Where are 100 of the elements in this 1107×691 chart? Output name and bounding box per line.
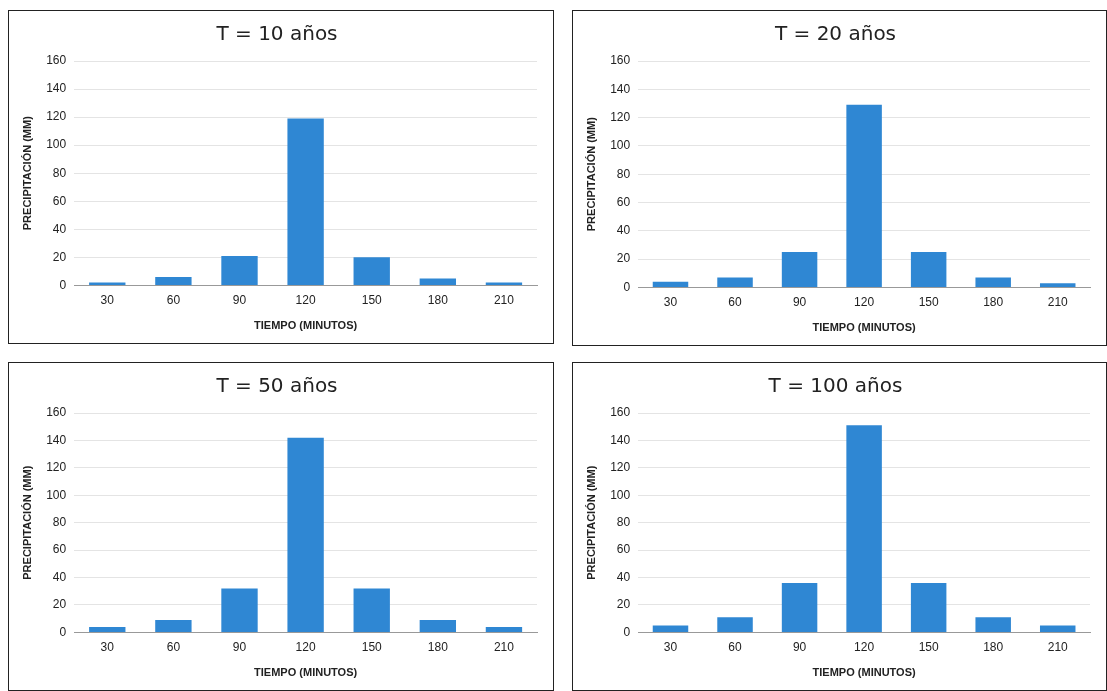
y-tick-label: 100 [46,487,67,502]
y-tick-label: 40 [616,223,631,238]
x-tick-label: 30 [663,294,678,309]
y-tick-label: 40 [52,569,67,584]
x-axis-title: TIEMPO (MINUTOS) [254,319,358,332]
bar [1039,283,1076,287]
y-tick-label: 140 [46,432,67,447]
x-tick-label: 120 [854,294,875,309]
chart-title: T = 100 años [767,373,903,398]
x-tick-label: 30 [100,639,115,654]
y-tick-label: 120 [610,109,631,124]
x-tick-label: 180 [427,292,449,307]
y-tick-label: 140 [610,81,631,96]
y-tick-label: 100 [610,138,631,153]
x-axis-title: TIEMPO (MINUTOS) [812,666,916,679]
x-tick-label: 150 [918,639,939,654]
bar [652,625,689,632]
x-tick-label: 150 [918,294,939,309]
y-tick-label: 80 [52,515,67,530]
x-tick-label: 120 [295,292,316,307]
bar [89,626,126,632]
y-tick-label: 0 [623,624,631,639]
bar [846,425,882,632]
y-tick-label: 60 [52,193,67,208]
y-tick-label: 80 [52,165,67,180]
y-tick-label: 0 [623,279,631,294]
x-tick-label: 210 [1047,294,1069,309]
y-tick-label: 0 [59,624,67,639]
x-tick-label: 180 [983,639,1004,654]
y-tick-label: 20 [52,597,67,612]
bar [846,104,882,287]
x-tick-label: 30 [100,292,115,307]
bar [221,588,258,632]
y-tick-label: 160 [610,405,631,420]
bar [485,626,523,632]
y-tick-label: 120 [610,460,631,475]
x-tick-label: 90 [232,292,247,307]
x-tick-label: 30 [663,639,678,654]
x-tick-label: 150 [361,292,383,307]
y-tick-label: 140 [46,81,67,96]
y-tick-label: 80 [616,166,631,181]
y-tick-label: 20 [616,251,631,266]
x-tick-label: 90 [232,639,247,654]
y-tick-label: 20 [52,249,67,264]
bar [717,617,753,632]
x-tick-label: 210 [1047,639,1069,654]
bar [1039,625,1076,632]
bar [975,277,1011,287]
y-tick-label: 80 [616,515,631,530]
y-tick-label: 40 [52,221,67,236]
bar [910,252,947,287]
y-tick-label: 60 [52,542,67,557]
bar [910,583,947,632]
bar [419,620,457,632]
x-tick-label: 210 [493,639,515,654]
y-tick-label: 140 [610,432,631,447]
chart-title: T = 50 años [215,373,338,398]
chart-title: T = 10 años [215,21,338,46]
y-axis-title: PRECIPITACIÓN (MM) [584,465,597,580]
y-tick-label: 100 [610,487,631,502]
y-axis-title: PRECIPITACIÓN (MM) [20,115,33,231]
bar [287,437,324,632]
y-tick-label: 120 [46,460,67,475]
x-tick-label: 180 [983,294,1004,309]
y-axis-title: PRECIPITACIÓN (MM) [584,116,597,232]
y-tick-label: 160 [610,53,631,68]
bar [353,257,390,285]
x-tick-label: 210 [493,292,515,307]
chart-title: T = 20 años [773,21,897,46]
x-tick-label: 90 [792,294,807,309]
bar [419,278,457,285]
bar [652,281,689,287]
bar [717,277,753,287]
bar [781,252,818,287]
bar [155,276,192,285]
x-tick-label: 180 [427,639,449,654]
y-tick-label: 40 [616,569,631,584]
y-tick-label: 160 [46,405,67,420]
x-tick-label: 60 [728,639,743,654]
y-tick-label: 60 [616,542,631,557]
bar [353,588,390,632]
bar [781,583,818,632]
x-axis-title: TIEMPO (MINUTOS) [254,666,358,679]
bar [155,620,192,632]
x-tick-label: 120 [295,639,316,654]
y-axis-title: PRECIPITACIÓN (MM) [20,465,33,580]
x-tick-label: 90 [792,639,807,654]
bar [287,118,324,285]
y-tick-label: 0 [59,277,67,292]
x-tick-label: 60 [166,292,181,307]
x-axis-title: TIEMPO (MINUTOS) [812,321,916,334]
x-tick-label: 60 [728,294,743,309]
y-tick-label: 100 [46,137,67,152]
bar [975,617,1011,632]
y-tick-label: 160 [46,53,67,68]
y-tick-label: 20 [616,597,631,612]
x-tick-label: 60 [166,639,181,654]
bar [221,255,258,285]
y-tick-label: 60 [616,194,631,209]
y-tick-label: 120 [46,109,67,124]
